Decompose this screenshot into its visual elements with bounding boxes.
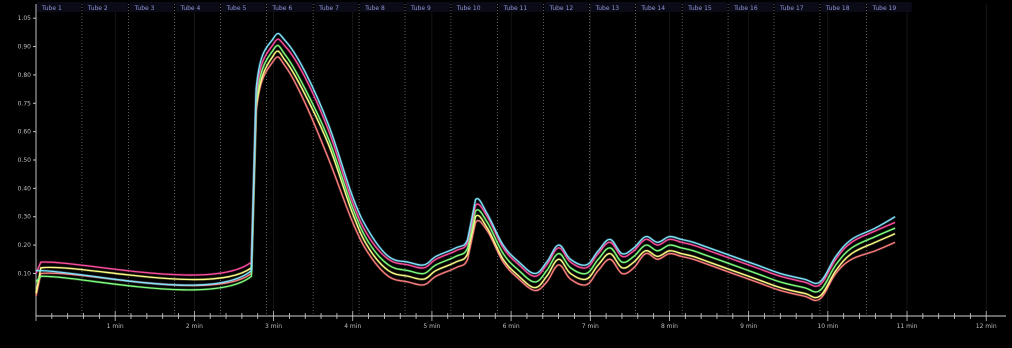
fraction-label: Tube 17 [779, 5, 804, 12]
y-tick-label: 0.10 [18, 270, 32, 277]
y-tick-label: 0.20 [18, 242, 32, 249]
y-tick-label: 0.50 [18, 157, 32, 164]
fraction-label-box [683, 2, 728, 12]
fraction-label-box [37, 2, 81, 12]
fraction-label: Tube 9 [410, 5, 431, 12]
fraction-label-box [820, 2, 866, 12]
fraction-label: Tube 8 [364, 5, 385, 12]
fraction-label: Tube 19 [872, 5, 897, 12]
fraction-label-box [774, 2, 819, 12]
x-tick-label: 9 min [740, 323, 757, 330]
series-group [34, 32, 896, 302]
fraction-label: Tube 1 [41, 5, 62, 12]
fraction-label: Tube 4 [180, 5, 201, 12]
y-tick-label: 0.80 [18, 72, 32, 79]
x-tick-label: 7 min [582, 323, 599, 330]
fraction-label-box [729, 2, 773, 12]
fraction-label-box [405, 2, 450, 12]
series-line [35, 50, 896, 299]
fraction-labels: Tube 1 Tube 2 Tube 3 Tube 4 Tube 5 Tube 6 Tube… [37, 2, 912, 12]
fraction-label: Tube 2 [87, 5, 108, 12]
fraction-label: Tube 3 [134, 5, 155, 12]
series-line [35, 56, 896, 302]
fraction-label-box [267, 2, 313, 12]
fraction-label-box [867, 2, 912, 12]
x-tick-label: 4 min [344, 323, 361, 330]
x-tick-label: 3 min [265, 323, 282, 330]
series-line [35, 44, 896, 293]
fraction-label: Tube 11 [503, 5, 528, 12]
fraction-label-box [451, 2, 497, 12]
fraction-label-box [590, 2, 635, 12]
y-axis: 1.05 0.90 0.80 0.75 0.60 0.50 0.40 0.30 0.20 0.10 [18, 4, 37, 316]
fraction-label-box [175, 2, 220, 12]
x-tick-label: 12 min [976, 323, 997, 330]
y-tick-label: 0.75 [18, 100, 32, 107]
x-tick-label: 2 min [186, 323, 203, 330]
fraction-label: Tube 14 [640, 5, 665, 12]
fraction-label: Tube 18 [825, 5, 850, 12]
fraction-label: Tube 5 [225, 5, 246, 12]
fraction-label: Tube 10 [456, 5, 481, 12]
fraction-label: Tube 7 [318, 5, 339, 12]
x-tick-label: 8 min [661, 323, 678, 330]
x-tick-label: 1 min [107, 323, 124, 330]
fraction-label-box [498, 2, 543, 12]
x-axis: 1 min 2 min 3 min 4 min 5 min 6 min 7 min 8 min… [35, 311, 1006, 330]
fraction-label-box [221, 2, 266, 12]
fraction-label-box [636, 2, 682, 12]
fraction-label-box [544, 2, 589, 12]
fraction-label-box [314, 2, 359, 12]
y-tick-label: 0.60 [18, 129, 32, 136]
fraction-label: Tube 16 [733, 5, 758, 12]
fraction-lines [35, 4, 867, 316]
y-tick-label: 0.90 [18, 44, 32, 51]
fraction-label: Tube 13 [594, 5, 619, 12]
x-tick-label: 11 min [897, 323, 918, 330]
fraction-label: Tube 15 [687, 5, 712, 12]
fraction-label: Tube 12 [549, 5, 574, 12]
series-line [35, 38, 896, 287]
x-tick-label: 6 min [503, 323, 520, 330]
x-tick-label: 10 min [817, 323, 838, 330]
fraction-label-box [82, 2, 128, 12]
y-tick-label: 0.40 [18, 185, 32, 192]
time-gridlines [114, 4, 987, 316]
y-tick-label: 0.30 [18, 214, 32, 221]
fraction-label-box [129, 2, 174, 12]
fraction-label: Tube 6 [271, 5, 292, 12]
fraction-label-box [360, 2, 404, 12]
y-tick-label: 1.05 [18, 15, 32, 22]
series-line [36, 32, 896, 286]
x-tick-label: 5 min [423, 323, 440, 330]
